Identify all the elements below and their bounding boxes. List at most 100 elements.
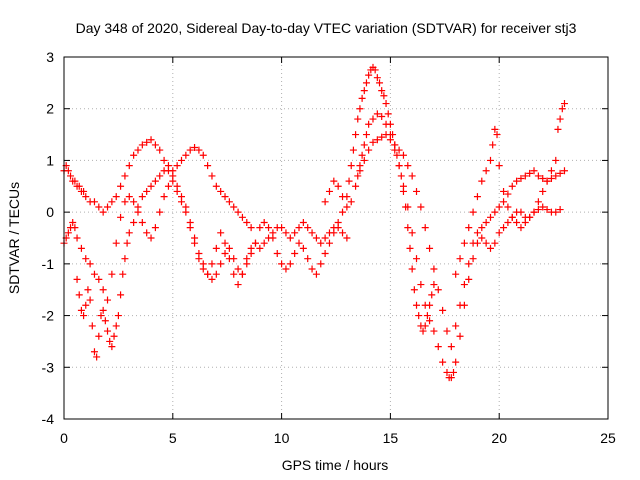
data-point bbox=[384, 110, 392, 118]
data-point bbox=[234, 208, 242, 216]
data-point bbox=[75, 182, 83, 190]
data-point bbox=[417, 203, 425, 211]
data-point bbox=[495, 229, 503, 237]
data-point bbox=[369, 138, 377, 146]
data-point bbox=[430, 281, 438, 289]
data-point bbox=[486, 156, 494, 164]
data-point bbox=[212, 270, 220, 278]
data-point bbox=[86, 296, 94, 304]
data-point bbox=[365, 71, 373, 79]
data-point bbox=[291, 229, 299, 237]
data-point bbox=[415, 312, 423, 320]
data-point bbox=[208, 260, 216, 268]
data-point bbox=[343, 203, 351, 211]
data-point bbox=[195, 250, 203, 258]
data-point bbox=[295, 239, 303, 247]
data-point bbox=[430, 265, 438, 273]
data-point bbox=[125, 229, 133, 237]
data-point bbox=[104, 327, 112, 335]
data-point bbox=[273, 250, 281, 258]
data-point bbox=[473, 229, 481, 237]
data-point bbox=[373, 136, 381, 144]
data-point bbox=[67, 172, 75, 180]
data-point bbox=[373, 74, 381, 82]
data-point bbox=[469, 208, 477, 216]
data-point bbox=[69, 218, 77, 226]
data-point bbox=[75, 291, 83, 299]
data-point bbox=[178, 193, 186, 201]
data-point bbox=[482, 239, 490, 247]
data-point bbox=[439, 306, 447, 314]
data-point bbox=[217, 229, 225, 237]
axis-ticks bbox=[63, 56, 609, 420]
data-point bbox=[513, 177, 521, 185]
data-point bbox=[84, 286, 92, 294]
data-point bbox=[114, 312, 122, 320]
data-point bbox=[243, 260, 251, 268]
data-point bbox=[423, 312, 431, 320]
data-point bbox=[428, 291, 436, 299]
data-point bbox=[552, 156, 560, 164]
data-point bbox=[373, 110, 381, 118]
data-point bbox=[408, 172, 416, 180]
data-point bbox=[469, 255, 477, 263]
data-point bbox=[77, 244, 85, 252]
data-point bbox=[360, 87, 368, 95]
data-point bbox=[299, 244, 307, 252]
data-point bbox=[230, 203, 238, 211]
data-point bbox=[421, 301, 429, 309]
data-point bbox=[539, 187, 547, 195]
data-point bbox=[391, 146, 399, 154]
data-point bbox=[393, 151, 401, 159]
data-point bbox=[556, 169, 564, 177]
data-point bbox=[343, 234, 351, 242]
data-point bbox=[117, 213, 125, 221]
x-tick-labels: 0 5 10 15 20 25 bbox=[60, 430, 616, 446]
data-point bbox=[312, 270, 320, 278]
data-point bbox=[450, 368, 458, 376]
data-point bbox=[217, 187, 225, 195]
y-tick-label: 0 bbox=[46, 204, 54, 220]
data-point bbox=[560, 167, 568, 175]
data-point bbox=[123, 239, 131, 247]
data-point bbox=[362, 79, 370, 87]
data-point bbox=[73, 234, 81, 242]
data-point bbox=[230, 270, 238, 278]
data-point bbox=[321, 234, 329, 242]
data-point bbox=[199, 260, 207, 268]
data-point bbox=[517, 224, 525, 232]
data-point bbox=[304, 255, 312, 263]
data-point bbox=[312, 234, 320, 242]
data-point bbox=[282, 229, 290, 237]
data-point bbox=[339, 229, 347, 237]
data-point bbox=[173, 162, 181, 170]
data-point bbox=[478, 224, 486, 232]
data-point bbox=[182, 203, 190, 211]
data-point bbox=[77, 306, 85, 314]
data-point bbox=[399, 182, 407, 190]
data-point bbox=[452, 270, 460, 278]
data-point bbox=[71, 224, 79, 232]
data-point bbox=[447, 343, 455, 351]
data-point bbox=[504, 190, 512, 198]
data-point bbox=[360, 156, 368, 164]
data-point bbox=[534, 198, 542, 206]
data-point bbox=[147, 136, 155, 144]
data-point bbox=[256, 244, 264, 252]
y-tick-labels: -4 -3 -2 -1 0 1 2 3 bbox=[42, 49, 55, 427]
data-point bbox=[500, 198, 508, 206]
data-point bbox=[380, 92, 388, 100]
series-track-d bbox=[256, 63, 438, 335]
data-point bbox=[164, 167, 172, 175]
data-point bbox=[356, 162, 364, 170]
data-point bbox=[130, 151, 138, 159]
data-point bbox=[247, 250, 255, 258]
data-point bbox=[234, 281, 242, 289]
data-point bbox=[460, 301, 468, 309]
data-point bbox=[434, 286, 442, 294]
data-point bbox=[108, 343, 116, 351]
data-point bbox=[439, 358, 447, 366]
data-point bbox=[552, 172, 560, 180]
data-point bbox=[334, 182, 342, 190]
